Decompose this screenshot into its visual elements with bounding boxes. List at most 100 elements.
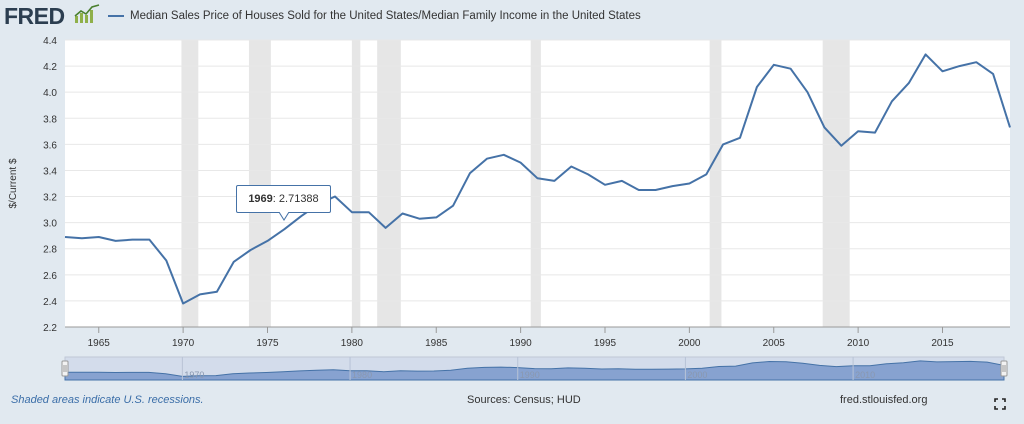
x-tick-label: 1995 [594,338,617,349]
data-point[interactable] [468,171,473,176]
data-point[interactable] [434,215,439,220]
data-point[interactable] [299,214,304,219]
data-point[interactable] [198,292,203,297]
data-point[interactable] [63,234,68,239]
data-point[interactable] [687,181,692,186]
data-point[interactable] [79,236,84,241]
x-tick-label: 1985 [425,338,448,349]
data-point[interactable] [333,194,338,199]
y-tick-label: 3.6 [43,140,57,151]
data-point[interactable] [721,142,726,147]
data-point[interactable] [96,234,101,239]
recession-band [822,40,850,327]
data-point[interactable] [704,172,709,177]
y-tick-label: 3.0 [43,219,57,230]
y-tick-label: 4.2 [43,62,57,73]
recession-note: Shaded areas indicate U.S. recessions. [11,394,204,406]
y-tick-label: 3.4 [43,166,57,177]
data-point[interactable] [417,216,422,221]
data-point[interactable] [366,210,371,215]
data-point[interactable] [1008,125,1013,130]
line-chart[interactable]: 2.2 2.4 2.6 2.8 3.0 3.2 3.4 3.6 3.8 4.0 4.2 4.4 1965… [0,0,1024,390]
recession-band [351,40,361,327]
data-point[interactable] [130,237,135,242]
data-point[interactable] [518,160,523,165]
fred-logo[interactable]: FRED [4,3,65,29]
data-point[interactable] [822,125,827,130]
x-tick-label: 1970 [172,338,195,349]
data-point[interactable] [147,237,152,242]
data-point[interactable] [231,259,236,264]
series-line[interactable] [64,53,1011,305]
data-point[interactable] [248,248,253,253]
fullscreen-icon[interactable] [994,398,1006,410]
data-point[interactable] [653,188,658,193]
data-point[interactable] [214,289,219,294]
y-tick-label: 2.8 [43,245,57,256]
y-tick-label: 2.2 [43,323,57,334]
data-point[interactable] [282,227,287,232]
data-point[interactable] [974,60,979,65]
legend[interactable]: Median Sales Price of Houses Sold for th… [108,7,641,25]
x-tick-label: 1975 [256,338,279,349]
data-point[interactable] [451,203,456,208]
sources-text: Sources: Census; HUD [467,394,581,406]
x-tick-label: 2000 [678,338,701,349]
x-tick-label: 2015 [931,338,954,349]
data-point[interactable] [754,84,759,89]
recession-band [377,40,401,327]
data-point[interactable] [957,64,962,69]
y-tick-label: 2.4 [43,297,57,308]
data-point[interactable] [856,129,861,134]
y-tick-label: 4.0 [43,88,57,99]
data-point[interactable] [889,99,894,104]
site-url[interactable]: fred.stlouisfed.org [840,394,928,406]
data-point[interactable] [535,176,540,181]
data-point[interactable] [501,152,506,157]
data-point[interactable] [164,258,169,263]
x-tick-label: 1990 [510,338,533,349]
data-point[interactable] [484,156,489,161]
data-point[interactable] [873,130,878,135]
navigator-right-handle[interactable] [1000,360,1008,377]
chart-header: FRED Median Sales Price of Houses Sold f… [0,0,1024,34]
tooltip-year: 1969 [248,193,273,205]
x-tick-label: 2010 [847,338,870,349]
data-point[interactable] [569,164,574,169]
data-point[interactable] [738,135,743,140]
y-tick-label: 3.2 [43,193,57,204]
legend-swatch [108,15,124,17]
navigator-series [64,360,1005,381]
fred-chart-icon [74,4,100,23]
data-point[interactable] [265,238,270,243]
navigator-tick-label: 1970 [184,370,204,380]
data-point[interactable] [991,71,996,76]
data-point[interactable] [771,62,776,67]
data-point[interactable] [839,143,844,148]
data-point[interactable] [805,90,810,95]
data-point[interactable] [552,178,557,183]
recession-band [709,40,722,327]
data-point[interactable] [603,182,608,187]
navigator-left-handle[interactable] [61,360,69,377]
data-point[interactable] [383,225,388,230]
data-point[interactable] [788,66,793,71]
data-point[interactable] [113,238,118,243]
data-point[interactable] [586,172,591,177]
data-point[interactable] [181,301,186,306]
data-point[interactable] [619,178,624,183]
data-point[interactable] [670,184,675,189]
navigator-tick-label: 1990 [520,370,540,380]
tooltip-tail [279,212,289,221]
data-point[interactable] [923,52,928,57]
x-tick-label: 1965 [88,338,111,349]
y-tick-label: 3.8 [43,114,57,125]
tooltip: 1969: 2.71388 [236,185,331,213]
data-point[interactable] [906,81,911,86]
data-point[interactable] [940,69,945,74]
data-point[interactable] [349,210,354,215]
data-point[interactable] [400,211,405,216]
navigator-tick-label: 2010 [855,370,875,380]
legend-label: Median Sales Price of Houses Sold for th… [130,10,641,22]
data-point[interactable] [636,188,641,193]
